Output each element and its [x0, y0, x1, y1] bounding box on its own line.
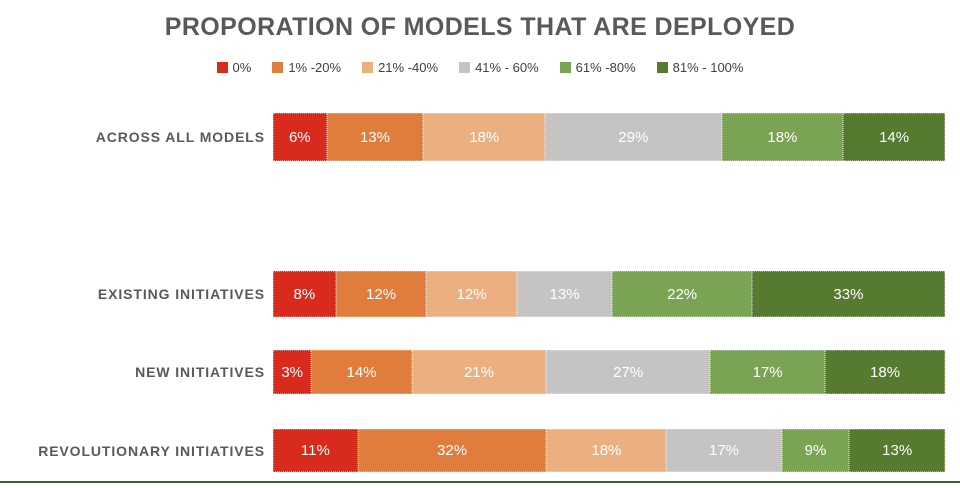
- bar-segment: 9%: [781, 429, 850, 472]
- bar-segment: 13%: [516, 271, 613, 317]
- legend-label: 81% - 100%: [672, 60, 744, 75]
- legend-swatch: [459, 62, 471, 73]
- legend-item: 61% -80%: [559, 60, 636, 75]
- bar-segment: 6%: [273, 113, 327, 161]
- bar-segment-value: 27%: [613, 363, 644, 381]
- legend-label: 21% -40%: [378, 60, 439, 75]
- bar-segment: 13%: [326, 113, 424, 161]
- chart-row: REVOLUTIONARY INITIATIVES 11% 32% 18% 17% 9% 1…: [0, 429, 960, 472]
- bar-segment: 14%: [843, 113, 945, 161]
- stacked-bar: 8% 12% 12% 13% 22% 33%: [273, 271, 945, 317]
- bar-segment-value: 14%: [879, 128, 910, 146]
- bar-segment: 18%: [825, 350, 945, 394]
- bar-segment-value: 6%: [288, 128, 311, 146]
- legend-swatch: [362, 62, 374, 73]
- chart-row: EXISTING INITIATIVES 8% 12% 12% 13% 22% 33%: [0, 271, 960, 317]
- bar-segment: 17%: [666, 429, 782, 472]
- bar-segment: 32%: [357, 429, 547, 472]
- legend-item: 81% - 100%: [656, 60, 744, 75]
- bar-segment-value: 3%: [281, 363, 303, 381]
- bar-segment-value: 12%: [366, 285, 397, 303]
- stacked-bar: 6% 13% 18% 29% 18% 14%: [273, 113, 945, 161]
- chart-row: NEW INITIATIVES 3% 14% 21% 27% 17% 18%: [0, 350, 960, 394]
- bar-segment-value: 8%: [293, 285, 316, 303]
- bar-segment: 12%: [335, 271, 427, 317]
- bar-segment: 11%: [273, 429, 358, 472]
- bar-segment-value: 17%: [752, 363, 783, 381]
- bar-segment: 18%: [423, 113, 546, 161]
- category-label: REVOLUTIONARY INITIATIVES: [38, 442, 265, 459]
- stacked-bar: 3% 14% 21% 27% 17% 18%: [273, 350, 945, 394]
- bar-segment-value: 18%: [469, 128, 500, 146]
- bar-segment: 13%: [849, 429, 945, 472]
- legend-label: 41% - 60%: [475, 60, 539, 75]
- category-label: ACROSS ALL MODELS: [95, 129, 265, 145]
- bar-segment-value: 13%: [882, 442, 913, 459]
- legend-swatch: [559, 62, 571, 73]
- bar-segment: 18%: [721, 113, 844, 161]
- bar-segment: 33%: [751, 271, 945, 317]
- bar-segment-value: 14%: [346, 363, 377, 381]
- bar-segment: 27%: [546, 350, 711, 394]
- bar-segment: 3%: [273, 350, 312, 394]
- bar-segment-value: 11%: [300, 442, 330, 459]
- legend-item: 0%: [216, 60, 252, 75]
- bar-segment: 18%: [546, 429, 667, 472]
- bar-segment-value: 13%: [359, 128, 390, 146]
- bar-segment-value: 13%: [549, 285, 580, 303]
- bar-segment-value: 32%: [437, 442, 468, 459]
- legend-item: 41% - 60%: [459, 60, 539, 75]
- bar-segment-value: 18%: [870, 363, 901, 381]
- bar-segment-value: 21%: [463, 363, 494, 381]
- bar-segment-value: 22%: [667, 285, 698, 303]
- legend-item: 1% -20%: [272, 60, 341, 75]
- legend-label: 1% -20%: [288, 60, 342, 75]
- legend-swatch: [656, 62, 668, 73]
- legend-swatch: [216, 62, 228, 73]
- bar-segment-value: 17%: [709, 442, 740, 459]
- legend-label: 61% -80%: [575, 60, 636, 75]
- bar-segment-value: 9%: [804, 442, 827, 459]
- bar-segment: 8%: [273, 271, 336, 317]
- category-label: NEW INITIATIVES: [135, 364, 265, 380]
- bar-segment-value: 29%: [618, 128, 649, 146]
- bar-segment: 22%: [612, 271, 752, 317]
- chart-legend: 0% 1% -20% 21% -40% 41% - 60% 61% -80% 81% - …: [0, 60, 960, 75]
- bar-segment-value: 18%: [767, 128, 798, 146]
- legend-item: 21% -40%: [362, 60, 438, 75]
- bar-segment-value: 33%: [833, 285, 864, 303]
- bar-segment: 12%: [426, 271, 517, 317]
- chart-title: PROPORATION OF MODELS THAT ARE DEPLOYED: [164, 13, 796, 41]
- chart-row: ACROSS ALL MODELS 6% 13% 18% 29% 18% 14%: [0, 113, 960, 161]
- legend-swatch: [272, 62, 284, 73]
- bar-segment-value: 12%: [456, 285, 487, 303]
- category-label: EXISTING INITIATIVES: [97, 286, 265, 302]
- bar-segment: 29%: [545, 113, 722, 161]
- bar-segment-value: 18%: [591, 442, 622, 459]
- bar-segment: 21%: [411, 350, 547, 394]
- bar-segment: 14%: [311, 350, 412, 394]
- legend-label: 0%: [232, 60, 252, 75]
- stacked-bar: 11% 32% 18% 17% 9% 13%: [273, 429, 945, 472]
- bar-segment: 17%: [710, 350, 826, 394]
- bottom-divider: [0, 481, 960, 483]
